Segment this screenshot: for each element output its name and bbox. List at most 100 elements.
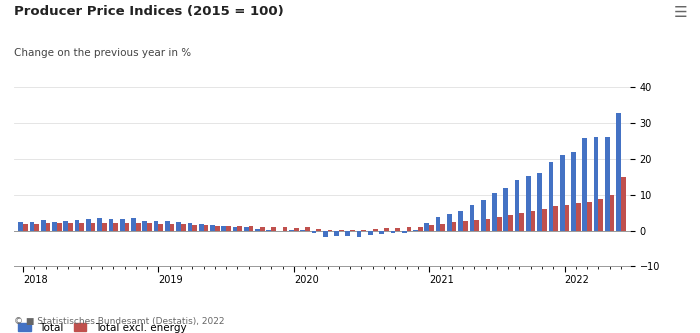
Bar [576, 203, 580, 230]
Bar [113, 223, 118, 230]
Bar [481, 200, 486, 230]
Bar [565, 205, 569, 230]
Bar [542, 209, 547, 230]
Bar [538, 173, 542, 230]
Bar [244, 227, 248, 230]
Bar [526, 176, 531, 230]
Bar [391, 230, 395, 233]
Bar [86, 219, 91, 230]
Bar [346, 230, 350, 235]
Bar [199, 224, 204, 230]
Bar [52, 222, 57, 230]
Bar [97, 218, 102, 230]
Bar [108, 219, 113, 230]
Bar [549, 162, 553, 230]
Bar [323, 230, 328, 237]
Bar [334, 230, 339, 236]
Bar [64, 221, 68, 230]
Bar [125, 223, 130, 230]
Bar [486, 219, 490, 230]
Bar [379, 230, 384, 234]
Bar [492, 193, 497, 230]
Bar [598, 198, 603, 230]
Bar [395, 228, 400, 230]
Text: Change on the previous year in %: Change on the previous year in % [14, 48, 191, 58]
Bar [373, 229, 377, 230]
Bar [571, 152, 576, 230]
Bar [294, 228, 298, 230]
Bar [418, 227, 423, 230]
Bar [582, 138, 587, 230]
Bar [531, 211, 536, 230]
Bar [621, 177, 626, 230]
Bar [587, 202, 592, 230]
Bar [120, 219, 125, 230]
Bar [316, 229, 321, 230]
Bar [519, 212, 524, 230]
Bar [594, 137, 598, 230]
Bar [605, 137, 610, 230]
Bar [475, 220, 479, 230]
Bar [18, 222, 23, 230]
Bar [402, 230, 407, 233]
Bar [154, 221, 158, 230]
Bar [508, 215, 513, 230]
Bar [514, 179, 519, 230]
Bar [407, 227, 412, 230]
Legend: Total, Total excl. energy: Total, Total excl. energy [14, 319, 190, 333]
Bar [256, 229, 260, 230]
Bar [312, 230, 316, 233]
Bar [75, 220, 79, 230]
Bar [165, 221, 169, 230]
Text: Producer Price Indices (2015 = 100): Producer Price Indices (2015 = 100) [14, 5, 284, 18]
Bar [271, 227, 276, 230]
Bar [553, 206, 558, 230]
Bar [226, 226, 231, 230]
Bar [470, 205, 475, 230]
Text: ☰: ☰ [674, 5, 687, 20]
Bar [188, 223, 193, 230]
Bar [357, 230, 361, 237]
Bar [79, 223, 84, 230]
Bar [260, 227, 265, 230]
Bar [447, 214, 452, 230]
Bar [424, 223, 429, 230]
Bar [34, 224, 39, 230]
Bar [158, 224, 163, 230]
Bar [181, 224, 186, 230]
Bar [463, 221, 468, 230]
Bar [368, 230, 373, 235]
Bar [616, 113, 621, 230]
Bar [136, 223, 141, 230]
Bar [560, 155, 565, 230]
Bar [435, 217, 440, 230]
Bar [610, 195, 615, 230]
Bar [41, 220, 46, 230]
Bar [429, 225, 434, 230]
Bar [102, 223, 106, 230]
Bar [503, 187, 508, 230]
Bar [215, 226, 220, 230]
Bar [210, 225, 215, 230]
Bar [237, 226, 242, 230]
Bar [232, 226, 237, 230]
Bar [384, 228, 388, 230]
Bar [29, 221, 34, 230]
Bar [452, 222, 456, 230]
Text: © ■ Statistisches Bundesamt (Destatis), 2022: © ■ Statistisches Bundesamt (Destatis), … [14, 317, 225, 326]
Bar [305, 227, 310, 230]
Bar [193, 225, 197, 230]
Bar [176, 221, 181, 230]
Bar [46, 223, 50, 230]
Bar [169, 224, 174, 230]
Bar [91, 223, 95, 230]
Bar [497, 216, 502, 230]
Bar [204, 225, 209, 230]
Bar [440, 224, 445, 230]
Bar [221, 226, 226, 230]
Bar [57, 223, 62, 230]
Bar [147, 223, 152, 230]
Bar [68, 223, 73, 230]
Bar [131, 218, 136, 230]
Bar [23, 224, 28, 230]
